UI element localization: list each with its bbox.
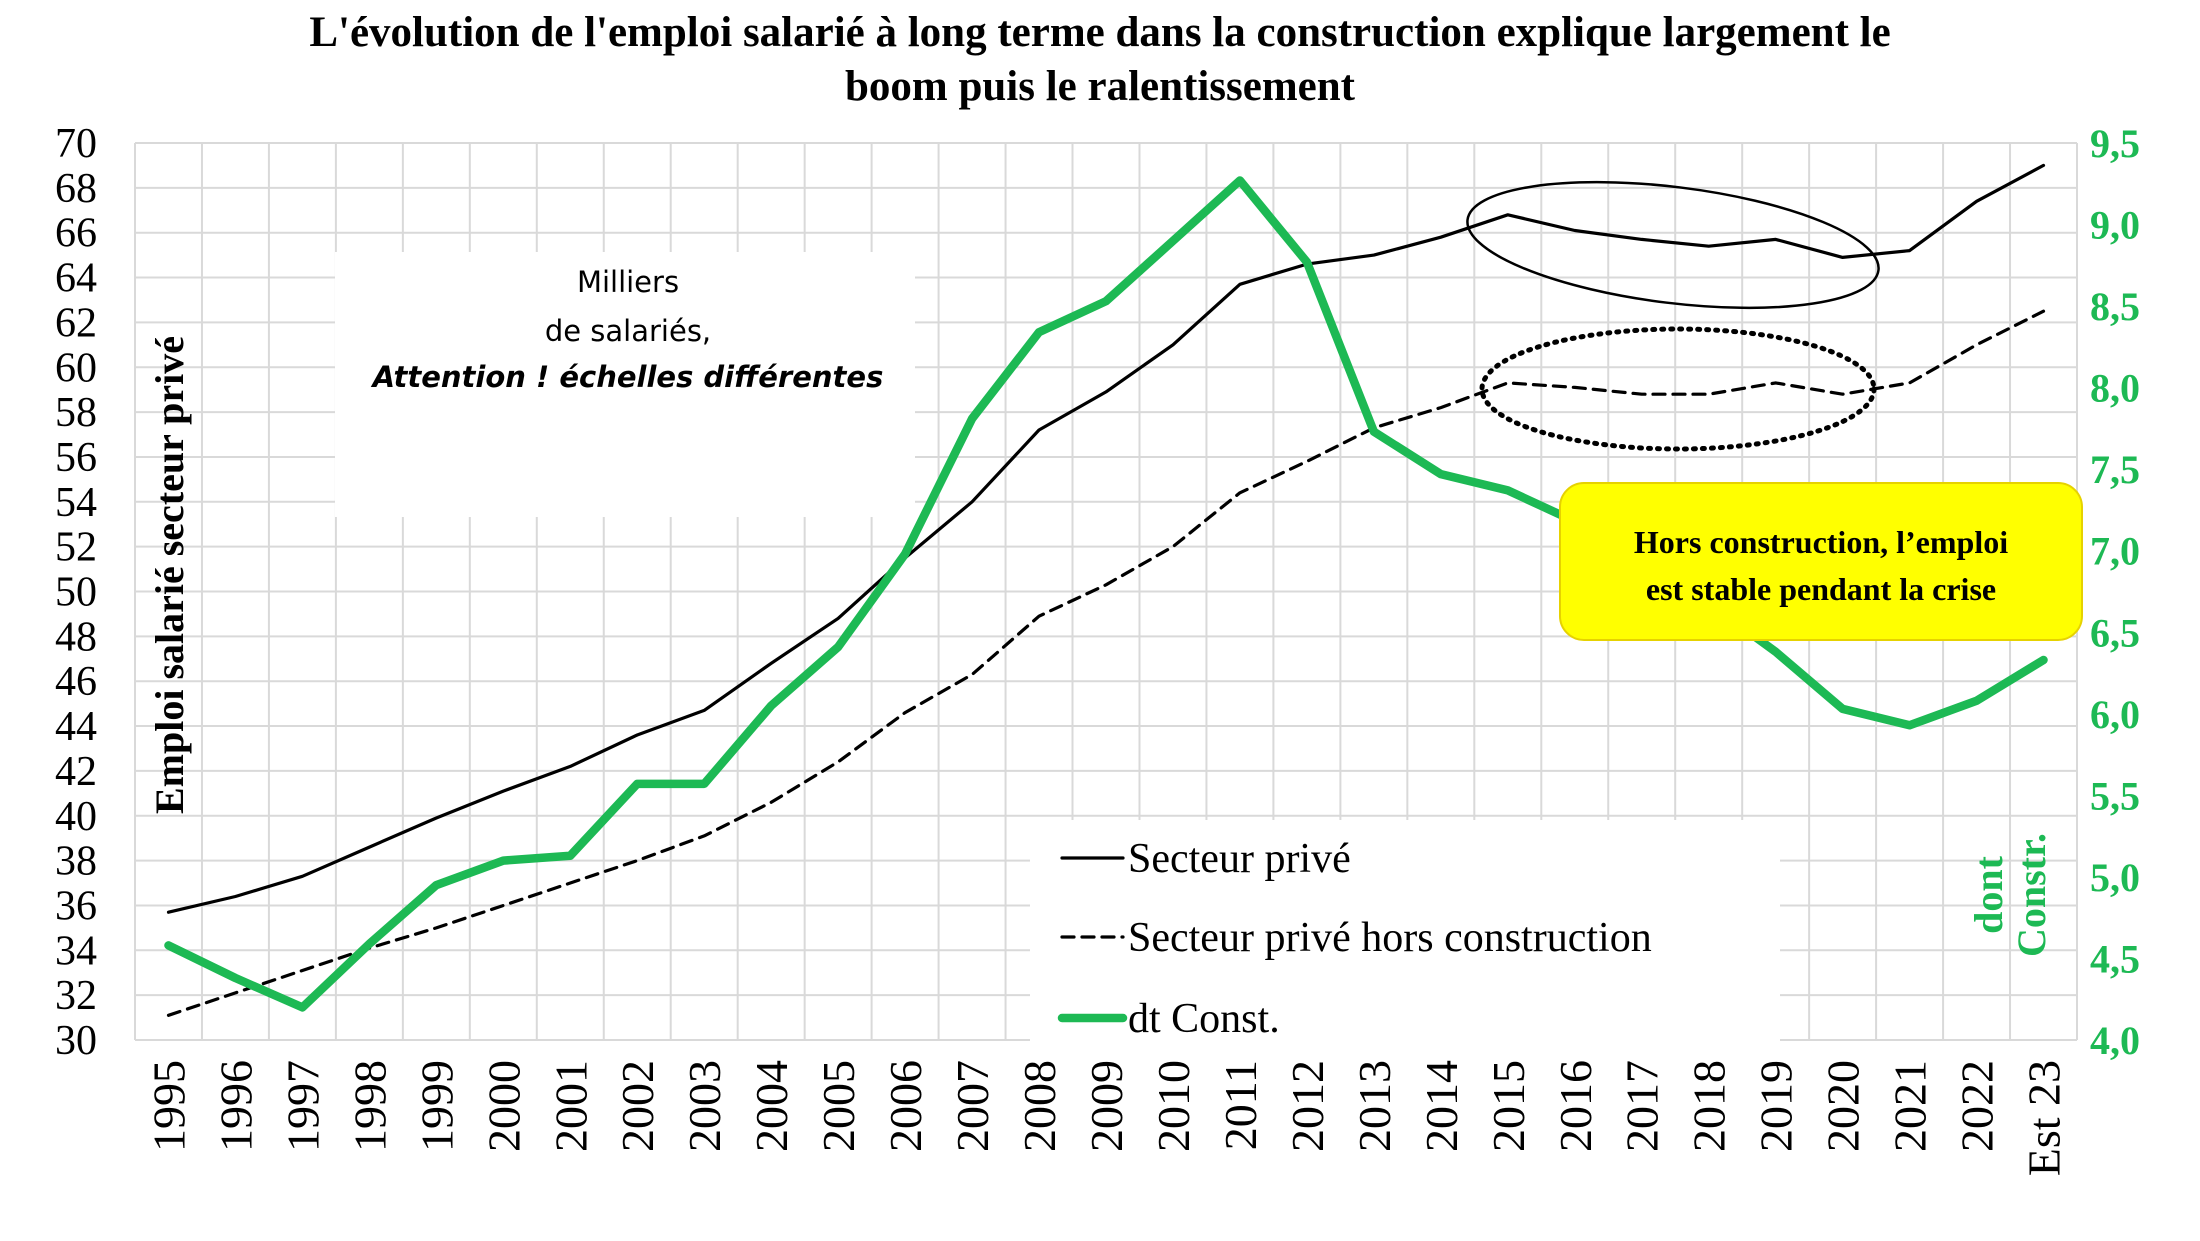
y-tick-right: 6,5 [2090, 610, 2140, 655]
x-tick: 2004 [746, 1060, 797, 1152]
y-tick-left: 38 [55, 839, 97, 885]
x-tick: 2009 [1081, 1060, 1132, 1152]
x-tick: 2021 [1885, 1060, 1936, 1152]
y-tick-left: 54 [55, 480, 97, 526]
y-tick-right: 5,0 [2090, 855, 2140, 900]
y-tick-left: 40 [55, 794, 97, 840]
y-axis-right-ticks: 4,0 4,5 5,0 5,5 6,0 6,5 7,0 7,5 8,0 8,5 9,0 9,5 [2090, 121, 2140, 1063]
x-tick: Est 23 [2019, 1060, 2070, 1176]
y-tick-left: 50 [55, 570, 97, 616]
legend-label-secteur-prive: Secteur privé [1128, 836, 1351, 882]
y-tick-right: 4,5 [2090, 936, 2140, 981]
y-axis-right-label-line-1: dont [1966, 855, 2011, 933]
note-background [335, 252, 915, 517]
x-tick: 2020 [1818, 1060, 1869, 1152]
x-tick: 2013 [1349, 1060, 1400, 1152]
y-tick-left: 32 [55, 973, 97, 1019]
x-tick: 2008 [1014, 1060, 1065, 1152]
y-tick-left: 60 [55, 345, 97, 391]
x-tick: 2006 [880, 1060, 931, 1152]
y-tick-right: 7,5 [2090, 447, 2140, 492]
y-tick-left: 64 [55, 256, 97, 302]
y-tick-left: 46 [55, 659, 97, 705]
y-tick-left: 44 [55, 704, 97, 750]
x-tick: 2003 [679, 1060, 730, 1152]
y-tick-left: 34 [55, 928, 97, 974]
x-tick: 2014 [1416, 1060, 1467, 1152]
chart-title-line-2: boom puis le ralentissement [845, 63, 1356, 110]
legend-background [1030, 820, 1780, 1060]
x-tick: 1997 [277, 1060, 328, 1152]
x-tick: 2001 [545, 1060, 596, 1152]
callout-line-1: Hors construction, l’emploi [1634, 524, 2008, 560]
legend-label-dt-const: dt Const. [1128, 996, 1280, 1042]
y-tick-right: 9,5 [2090, 121, 2140, 166]
x-tick: 1996 [210, 1060, 261, 1152]
y-tick-left: 68 [55, 166, 97, 212]
note-line-1: Milliers [577, 265, 679, 299]
callout-line-2: est stable pendant la crise [1646, 571, 1996, 607]
y-tick-right: 9,0 [2090, 203, 2140, 248]
highlight-ellipses [1466, 180, 1880, 452]
callout: Hors construction, l’emploi est stable p… [1559, 482, 2083, 641]
y-tick-left: 70 [55, 121, 97, 167]
x-tick: 2012 [1282, 1060, 1333, 1152]
y-tick-right: 7,0 [2090, 529, 2140, 574]
y-tick-left: 36 [55, 883, 97, 929]
note-box [335, 252, 915, 517]
series-line-2 [166, 309, 2046, 1017]
y-tick-right: 8,0 [2090, 366, 2140, 411]
legend-label-hors-construction: Secteur privé hors construction [1128, 915, 1652, 961]
y-tick-left: 58 [55, 390, 97, 436]
y-tick-right: 4,0 [2090, 1018, 2140, 1063]
x-tick: 2000 [478, 1060, 529, 1152]
chart-title-line-1: L'évolution de l'emploi salarié à long t… [309, 9, 1890, 56]
y-tick-right: 6,0 [2090, 692, 2140, 737]
y-axis-left-label: Emploi salarié secteur privé [147, 336, 192, 814]
x-tick: 1995 [143, 1060, 194, 1152]
x-tick: 2002 [612, 1060, 663, 1152]
x-tick: 2010 [1148, 1060, 1199, 1152]
y-axis-right-label-line-2: Constr. [2009, 833, 2054, 957]
y-tick-left: 48 [55, 614, 97, 660]
y-tick-left: 66 [55, 211, 97, 257]
x-tick: 2017 [1617, 1060, 1668, 1152]
y-tick-left: 62 [55, 300, 97, 346]
x-tick: 2016 [1550, 1060, 1601, 1152]
x-tick: 1999 [411, 1060, 462, 1152]
x-tick: 2018 [1684, 1060, 1735, 1152]
note-line-2: de salariés, [545, 314, 711, 348]
x-tick: 2022 [1952, 1060, 2003, 1152]
x-tick: 2007 [947, 1060, 998, 1152]
x-tick: 2011 [1215, 1060, 1266, 1150]
note-line-3: Attention ! échelles différentes [371, 360, 884, 394]
y-tick-left: 42 [55, 749, 97, 795]
series-line-1 [166, 163, 2046, 914]
y-tick-left: 30 [55, 1018, 97, 1064]
x-tick: 2015 [1483, 1060, 1534, 1152]
ellipse-hors-construction [1479, 326, 1877, 452]
x-tick: 1998 [344, 1060, 395, 1152]
y-tick-left: 56 [55, 435, 97, 481]
callout-box [1559, 482, 2083, 641]
units-note: Milliers de salariés, Attention ! échell… [371, 265, 884, 394]
x-axis-ticks: 1995 1996 1997 1998 1999 2000 2001 2002 2003 2004… [143, 1060, 2069, 1176]
y-tick-right: 8,5 [2090, 284, 2140, 329]
y-tick-left: 52 [55, 525, 97, 571]
x-tick: 2019 [1751, 1060, 1802, 1152]
ellipse-secteur-prive [1466, 180, 1880, 310]
legend: Secteur privé Secteur privé hors constru… [1030, 820, 1780, 1060]
x-tick: 2005 [813, 1060, 864, 1152]
y-tick-right: 5,5 [2090, 773, 2140, 818]
y-axis-left-ticks: 3032343638404244464850525456586062646668… [55, 121, 97, 1064]
